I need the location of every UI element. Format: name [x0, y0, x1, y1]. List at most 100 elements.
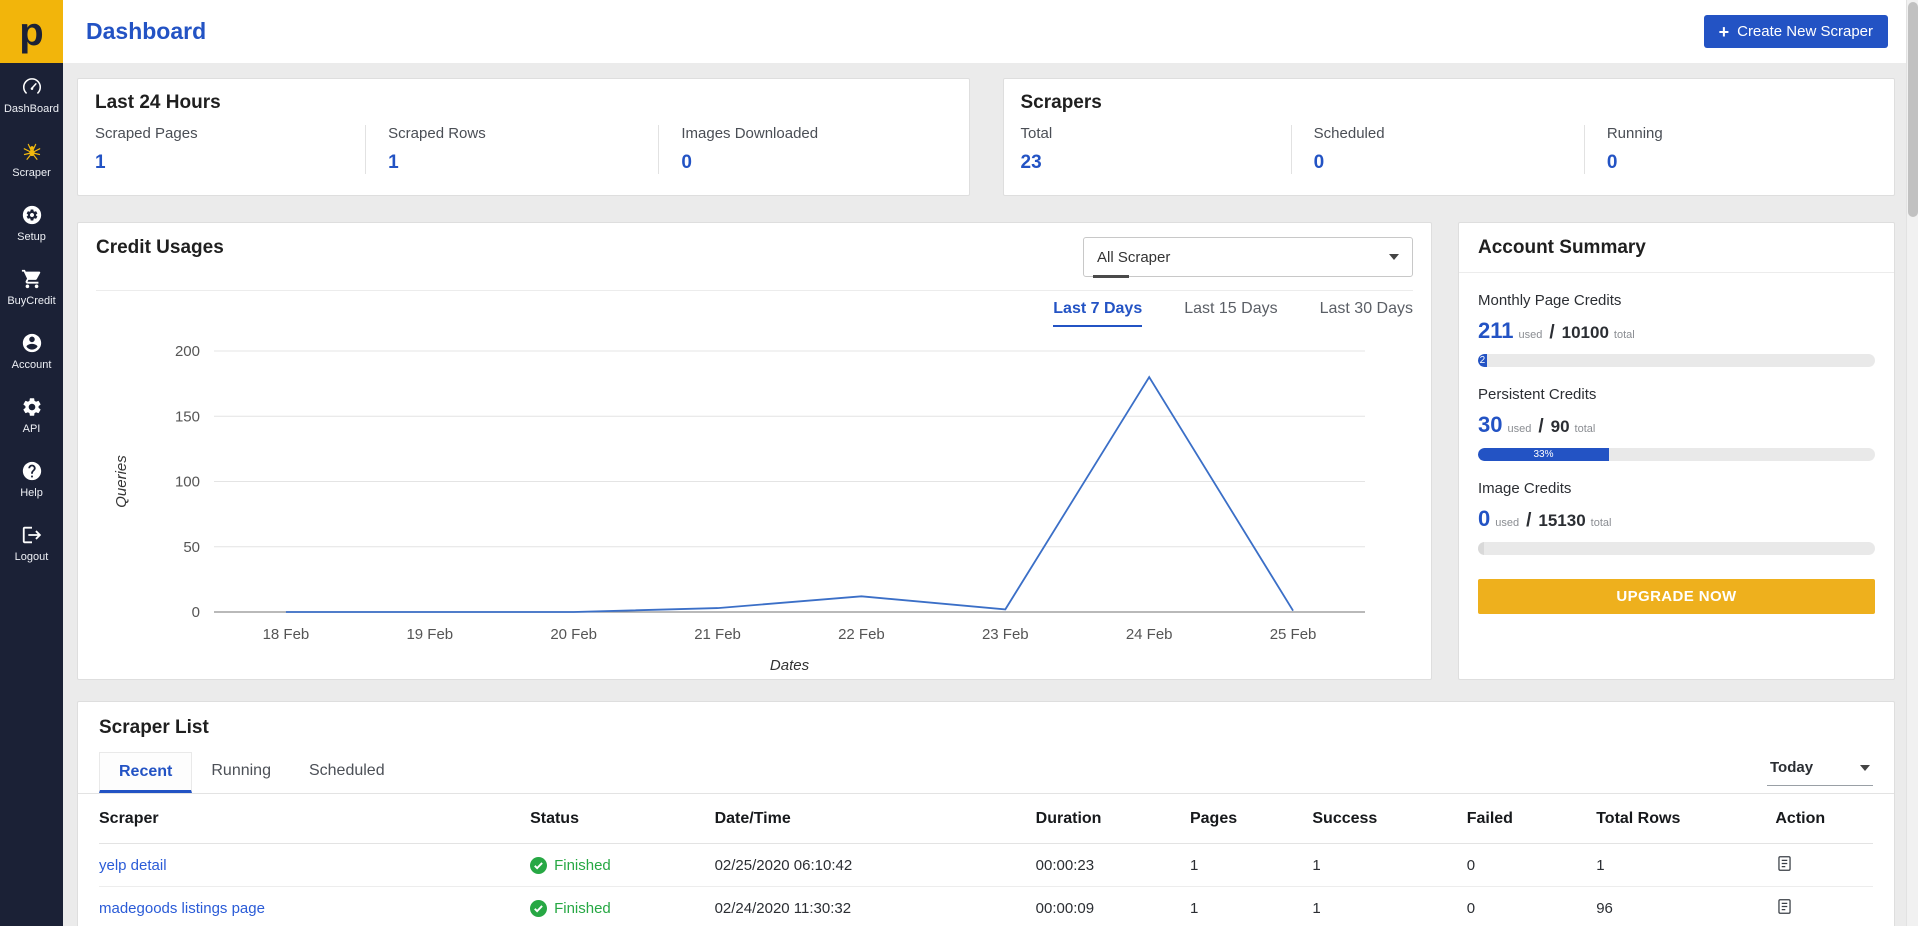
tab-last-7-days[interactable]: Last 7 Days: [1053, 300, 1143, 327]
total-label: total: [1574, 423, 1596, 435]
sidebar-item-api[interactable]: API: [0, 383, 63, 447]
sidebar: p DashBoard Scraper: [0, 0, 63, 926]
spider-icon: [21, 140, 43, 162]
stat-running: Running 0: [1583, 125, 1877, 174]
tab-last-15-days[interactable]: Last 15 Days: [1184, 300, 1278, 317]
total-label: total: [1590, 517, 1612, 529]
cell-success: 1: [1312, 856, 1321, 874]
status-badge: Finished: [530, 856, 714, 874]
credit-progress-fill: 33%: [1478, 448, 1609, 461]
stat-value: 23: [1020, 152, 1042, 173]
total-value: 15130: [1538, 511, 1586, 530]
credit-label: Image Credits: [1478, 480, 1572, 497]
column-header: Pages: [1189, 809, 1238, 827]
credit-progress-fill: [1478, 542, 1485, 555]
separator: /: [1526, 510, 1532, 531]
top-bar: Dashboard + Create New Scraper: [63, 0, 1918, 63]
column-header: Action: [1775, 809, 1826, 827]
api-gear-icon: [21, 396, 43, 418]
scraper-list-tabs-row: Recent Running Scheduled Today: [78, 752, 1894, 794]
tab-scheduled[interactable]: Scheduled: [308, 762, 385, 779]
account-person-icon: [21, 332, 43, 354]
account-summary-title: Account Summary: [1478, 237, 1646, 258]
column-header: Duration: [1035, 809, 1102, 827]
sidebar-item-buycredit[interactable]: BuyCredit: [0, 255, 63, 319]
cell-datetime: 02/24/2020 11:30:32: [714, 899, 852, 917]
chevron-down-icon: [1860, 764, 1870, 771]
stat-value: 0: [1313, 152, 1325, 173]
tab-running[interactable]: Running: [211, 762, 271, 779]
sidebar-item-scraper[interactable]: Scraper: [0, 127, 63, 191]
column-header: Total Rows: [1596, 809, 1681, 827]
sidebar-item-label: Account: [11, 358, 52, 371]
scraper-list-tabs: Recent Running Scheduled: [99, 752, 404, 793]
sidebar-item-label: DashBoard: [3, 102, 60, 115]
credit-label: Persistent Credits: [1478, 386, 1597, 403]
status-badge: Finished: [530, 899, 714, 917]
cell-failed: 0: [1466, 899, 1476, 917]
used-value: 30: [1478, 412, 1503, 437]
upgrade-now-button[interactable]: UPGRADE NOW: [1478, 579, 1875, 614]
view-data-action-icon[interactable]: [1775, 854, 1794, 873]
check-circle-icon: [530, 899, 548, 917]
help-question-icon: [21, 460, 43, 482]
scrapers-stats: Total 23 Scheduled 0 Running 0: [1021, 125, 1878, 174]
credit-values: 30 used / 90 total: [1478, 412, 1875, 438]
cell-duration: 00:00:09: [1035, 899, 1095, 917]
vertical-scrollbar[interactable]: [1906, 0, 1918, 926]
tab-last-30-days[interactable]: Last 30 Days: [1319, 300, 1413, 317]
last-24-hours-stats: Scraped Pages 1 Scraped Rows 1 Images Do…: [95, 125, 952, 174]
scraper-name-link[interactable]: yelp detail: [99, 856, 167, 874]
sidebar-item-logout[interactable]: Logout: [0, 511, 63, 575]
last-24-hours-card: Last 24 Hours Scraped Pages 1 Scraped Ro…: [77, 78, 970, 196]
svg-text:24 Feb: 24 Feb: [1126, 626, 1173, 643]
stats-row: Last 24 Hours Scraped Pages 1 Scraped Ro…: [77, 78, 1895, 196]
check-circle-icon: [530, 856, 548, 874]
plus-icon: +: [1718, 21, 1730, 42]
credit-usage-chart: 0 50 100 150 200 18 Feb 19 Feb 20 Feb 21 Feb 22 F…: [96, 333, 1413, 678]
svg-text:Queries: Queries: [113, 455, 130, 508]
stat-label: Scraped Rows: [388, 125, 486, 142]
svg-text:0: 0: [192, 604, 200, 621]
cell-total-rows: 96: [1596, 899, 1613, 917]
divider: [1459, 272, 1894, 273]
used-value: 211: [1478, 318, 1514, 343]
scrapers-card: Scrapers Total 23 Scheduled 0 Running 0: [1002, 78, 1895, 196]
used-label: used: [1507, 423, 1532, 435]
scrollbar-thumb[interactable]: [1908, 2, 1918, 217]
stat-total: Total 23: [1021, 125, 1291, 174]
sidebar-item-account[interactable]: Account: [0, 319, 63, 383]
svg-text:21 Feb: 21 Feb: [694, 626, 741, 643]
monthly-page-credits-section: Monthly Page Credits 211 used / 10100 to…: [1478, 292, 1875, 367]
credit-values: 0 used / 15130 total: [1478, 506, 1875, 532]
cell-datetime: 02/25/2020 06:10:42: [714, 856, 853, 874]
create-new-scraper-label: Create New Scraper: [1737, 23, 1873, 40]
setup-gear-badge-icon: [21, 204, 43, 226]
logout-icon: [21, 524, 43, 546]
sidebar-item-dashboard[interactable]: DashBoard: [0, 63, 63, 127]
create-new-scraper-button[interactable]: + Create New Scraper: [1703, 15, 1888, 48]
stat-label: Total: [1020, 125, 1053, 142]
scraper-name-link[interactable]: madegoods listings page: [99, 899, 265, 917]
status-text: Finished: [554, 856, 611, 874]
sidebar-item-setup[interactable]: Setup: [0, 191, 63, 255]
app-logo[interactable]: p: [0, 0, 63, 63]
credit-progress-bar: 33%: [1478, 448, 1875, 461]
stat-scraped-pages: Scraped Pages 1: [95, 125, 365, 174]
sidebar-item-label: Scraper: [12, 166, 51, 179]
credit-usages-header: Credit Usages All Scraper: [96, 237, 1413, 291]
chevron-down-icon: [1389, 254, 1399, 260]
sidebar-item-help[interactable]: Help: [0, 447, 63, 511]
sidebar-item-label: Setup: [17, 230, 46, 243]
tab-recent[interactable]: Recent: [99, 752, 193, 793]
scraper-filter-select[interactable]: All Scraper: [1083, 237, 1413, 278]
stat-label: Scraped Pages: [95, 125, 198, 142]
svg-text:25 Feb: 25 Feb: [1270, 626, 1317, 643]
used-value: 0: [1478, 506, 1491, 531]
view-data-action-icon[interactable]: [1775, 897, 1794, 916]
svg-text:22 Feb: 22 Feb: [838, 626, 885, 643]
select-underline: [1093, 275, 1129, 278]
period-filter-select[interactable]: Today: [1767, 753, 1873, 786]
total-value: 10100: [1561, 323, 1609, 342]
